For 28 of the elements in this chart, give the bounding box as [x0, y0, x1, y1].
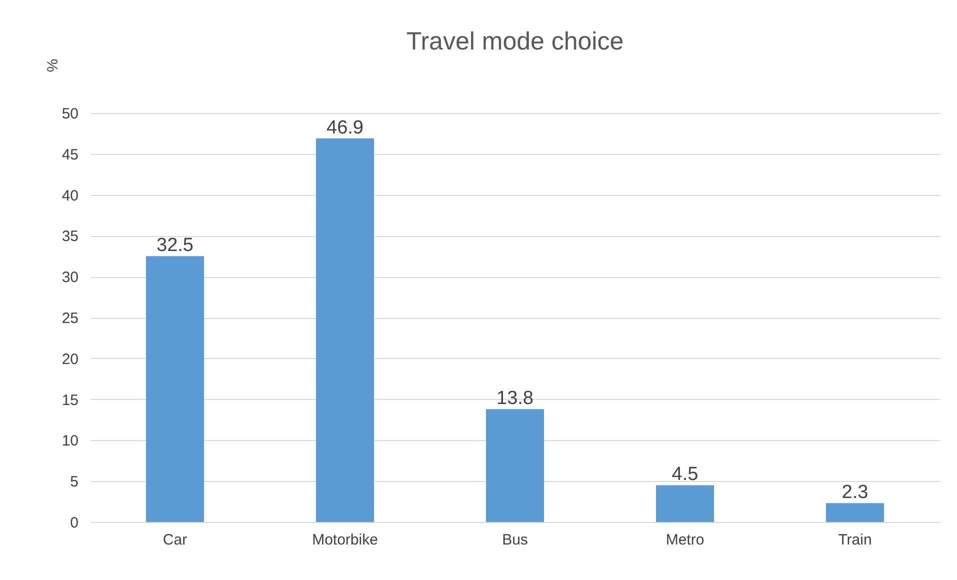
y-tick-label: 40: [62, 187, 78, 204]
x-tick-label: Bus: [502, 532, 528, 548]
data-label: 32.5: [156, 235, 194, 256]
bar: [826, 503, 884, 522]
data-label: 2.3: [842, 482, 868, 504]
bar: [316, 138, 374, 522]
y-tick-label: 35: [62, 228, 78, 246]
data-label: 46.9: [326, 117, 364, 138]
bar: [656, 485, 714, 522]
x-tick-label: Metro: [666, 532, 704, 548]
y-tick-label: 20: [62, 350, 78, 368]
x-tick-label: Car: [162, 532, 188, 548]
bar: [486, 409, 544, 522]
y-tick-label: 50: [62, 106, 78, 122]
y-tick-label: 5: [70, 474, 78, 491]
x-tick-label: Train: [838, 532, 872, 548]
x-tick-label: Motorbike: [312, 532, 378, 548]
y-tick-label: 45: [62, 146, 78, 164]
chart-title: Travel mode choice: [406, 27, 624, 56]
y-tick-label: 0: [70, 514, 78, 532]
y-tick-label: 30: [62, 269, 78, 286]
y-tick-label: 15: [62, 392, 78, 409]
y-tick-label: 10: [62, 432, 78, 450]
data-label: 13.8: [496, 388, 534, 410]
data-label: 4.5: [672, 464, 698, 486]
bar: [146, 256, 204, 522]
y-axis-title: %: [44, 58, 62, 72]
y-tick-label: 25: [62, 310, 78, 327]
